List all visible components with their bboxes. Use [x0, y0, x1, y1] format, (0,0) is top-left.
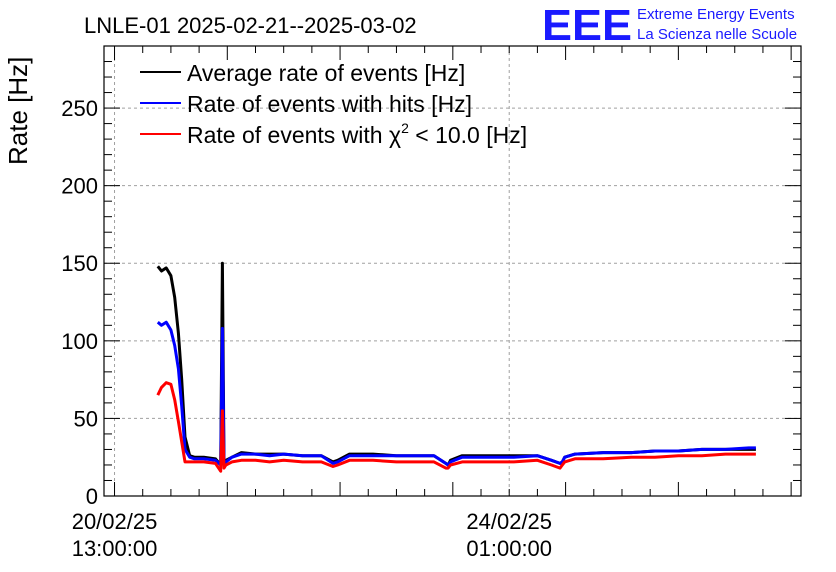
legend-chi2-suffix: < 10.0 [Hz]	[409, 122, 527, 148]
series-average	[156, 261, 756, 467]
x-tick-date: 20/02/25	[72, 509, 158, 534]
legend: Average rate of events [Hz] Rate of even…	[140, 60, 527, 148]
x-tick-date: 24/02/25	[466, 509, 552, 534]
legend-chi2-prefix: Rate of events with	[187, 122, 389, 148]
x-tick-time: 13:00:00	[72, 536, 158, 561]
chart-title: LNLE-01 2025-02-21--2025-03-02	[84, 13, 417, 38]
grid-lines	[104, 46, 801, 496]
axis-ticks	[104, 45, 801, 497]
x-tick-time: 01:00:00	[466, 536, 552, 561]
legend-label-chi2: Rate of events with χ2 < 10.0 [Hz]	[187, 120, 527, 148]
y-tick-label: 50	[74, 406, 98, 431]
y-tick-label: 200	[61, 174, 98, 199]
logo-eee: EEE	[542, 1, 632, 50]
legend-label-hits: Rate of events with hits [Hz]	[187, 91, 472, 117]
logo-line-2: La Scienza nelle Scuole	[637, 26, 797, 43]
y-tick-label: 150	[61, 251, 98, 276]
y-tick-label: 100	[61, 329, 98, 354]
logo-line-1: Extreme Energy Events	[637, 6, 795, 23]
plot-frame	[103, 45, 802, 497]
legend-label-average: Average rate of events [Hz]	[187, 60, 465, 86]
legend-chi2-symbol: χ	[389, 122, 401, 148]
series-chi2	[156, 381, 756, 473]
legend-chi2-sup: 2	[401, 120, 409, 136]
y-tick-labels: 0 50 100 150 200 250	[61, 96, 98, 509]
y-tick-label: 250	[61, 96, 98, 121]
y-axis-label: Rate [Hz]	[3, 57, 33, 165]
data-series	[156, 261, 756, 473]
y-tick-label: 0	[86, 484, 98, 509]
series-hits	[156, 320, 756, 467]
